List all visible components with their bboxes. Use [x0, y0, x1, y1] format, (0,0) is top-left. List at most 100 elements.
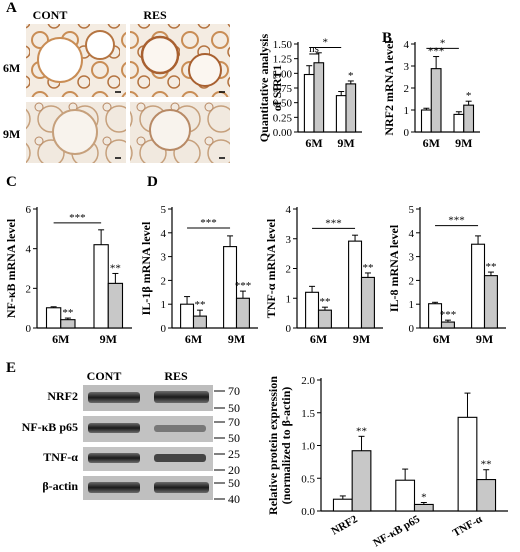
bar [457, 416, 478, 512]
y-axis-label: Relative protein expression(normalized t… [266, 376, 293, 515]
y-tick-label: 6 [26, 204, 32, 216]
y-tick-label: 2 [26, 283, 32, 295]
y-tick-label: 0.25 [273, 112, 293, 124]
y-tick-label: 0 [161, 323, 167, 335]
bar [351, 450, 372, 512]
x-tick-label: 9M [476, 332, 493, 346]
significance-label: ** [356, 425, 367, 437]
svg-text:40: 40 [228, 492, 240, 506]
significance-label: ** [319, 296, 330, 308]
x-tick-label: 9M [100, 332, 117, 346]
significance-label: ** [362, 262, 373, 274]
x-tick-label: 6M [185, 332, 202, 346]
bar [476, 479, 497, 512]
x-tick-label: 9M [455, 136, 472, 150]
panel-letter-d: D [147, 174, 158, 190]
y-tick-label: 0 [286, 323, 292, 335]
y-tick-label: 1.50 [273, 39, 293, 51]
x-tick-label: 9M [353, 332, 370, 346]
svg-text:70: 70 [228, 415, 240, 429]
y-tick-label: 1 [409, 299, 415, 311]
y-tick-label: 2.0 [301, 375, 315, 387]
blot-row-tnfa: TNF-α 25 20 [43, 447, 240, 477]
y-tick-label: 3 [161, 252, 167, 264]
y-axis-label: IL-8 mRNA level [387, 224, 401, 312]
y-tick-label: 5 [161, 204, 167, 216]
y-tick-label: 0.0 [301, 506, 315, 518]
blot-row-bactin: β-actin 50 40 [42, 476, 240, 506]
x-tick-label: 6M [305, 136, 322, 150]
blot-row-nfkb: NF-κB p65 70 50 [22, 415, 240, 445]
y-tick-label: 3 [409, 252, 415, 264]
significance-label: ** [194, 299, 205, 311]
x-tick-label: 6M [423, 136, 440, 150]
y-tick-label: 0 [409, 323, 415, 335]
y-tick-label: 0.50 [273, 98, 293, 110]
y-tick-label: 1.00 [273, 68, 293, 80]
micro-row-label-9m: 9M [3, 127, 20, 141]
y-tick-label: 1 [286, 293, 292, 305]
svg-text:50: 50 [228, 476, 240, 490]
significance-label: * [322, 37, 328, 49]
y-axis-label: IL-1β mRNA level [139, 221, 153, 315]
x-tick-label: 6M [433, 332, 450, 346]
y-tick-label: 4 [409, 228, 415, 240]
y-tick-label: 1.25 [273, 54, 293, 66]
significance-label: ** [62, 307, 73, 319]
significance-label: *** [325, 217, 342, 229]
svg-text:25: 25 [228, 447, 240, 461]
panel-letter-c: C [6, 174, 17, 190]
blot-header-res: RES [164, 370, 188, 383]
x-tick-label: NF-κB p65 [371, 513, 422, 549]
y-tick-label: 4 [26, 244, 32, 256]
y-tick-label: 0 [26, 323, 32, 335]
y-tick-label: 2 [409, 275, 415, 287]
y-tick-label: 1 [404, 105, 410, 117]
x-tick-label: 6M [310, 332, 327, 346]
significance-label: ** [485, 261, 496, 273]
svg-text:β-actin: β-actin [42, 479, 78, 493]
micrograph-panel: CONT RES 6M 9M [3, 8, 230, 163]
bar [332, 498, 353, 512]
y-tick-label: 4 [286, 204, 292, 216]
svg-text:50: 50 [228, 401, 240, 415]
y-tick-label: 3 [404, 61, 410, 73]
blot-row-nrf2: NRF2 70 50 [47, 384, 240, 415]
panel-letter-a: A [6, 0, 17, 16]
significance-label: * [466, 90, 472, 102]
y-tick-label: 0.00 [273, 127, 293, 139]
micro-col-label-cont: CONT [33, 8, 68, 22]
x-tick-label: 6M [52, 332, 69, 346]
bar [413, 503, 434, 512]
significance-label: * [421, 491, 427, 503]
panel-letter-e: E [6, 360, 17, 376]
significance-label: *** [235, 280, 252, 292]
y-axis-label: NF-κB mRNA level [4, 218, 18, 318]
y-tick-label: 2 [404, 83, 410, 95]
y-tick-label: 0 [404, 127, 410, 139]
y-tick-label: 2 [161, 275, 167, 287]
significance-label: *** [69, 212, 86, 224]
svg-text:NRF2: NRF2 [47, 389, 78, 403]
y-tick-label: 2 [286, 264, 292, 276]
x-tick-label: 9M [228, 332, 245, 346]
significance-label: ns [309, 43, 319, 55]
y-tick-label: 4 [161, 228, 167, 240]
micro-col-label-res: RES [143, 8, 167, 22]
significance-label: * [348, 70, 354, 82]
x-tick-label: TNF-α [451, 513, 485, 540]
y-tick-label: 3 [286, 234, 292, 246]
significance-label: *** [448, 215, 465, 227]
blot-header-cont: CONT [87, 370, 122, 383]
y-axis-label: Quantitative analysisof SIRT1 [257, 34, 284, 143]
x-tick-label: 9M [337, 136, 354, 150]
y-tick-label: 1.5 [301, 408, 315, 420]
significance-label: ** [481, 459, 492, 471]
y-tick-label: 0.5 [301, 473, 315, 485]
significance-label: ** [110, 262, 121, 274]
svg-text:TNF-α: TNF-α [43, 450, 78, 464]
